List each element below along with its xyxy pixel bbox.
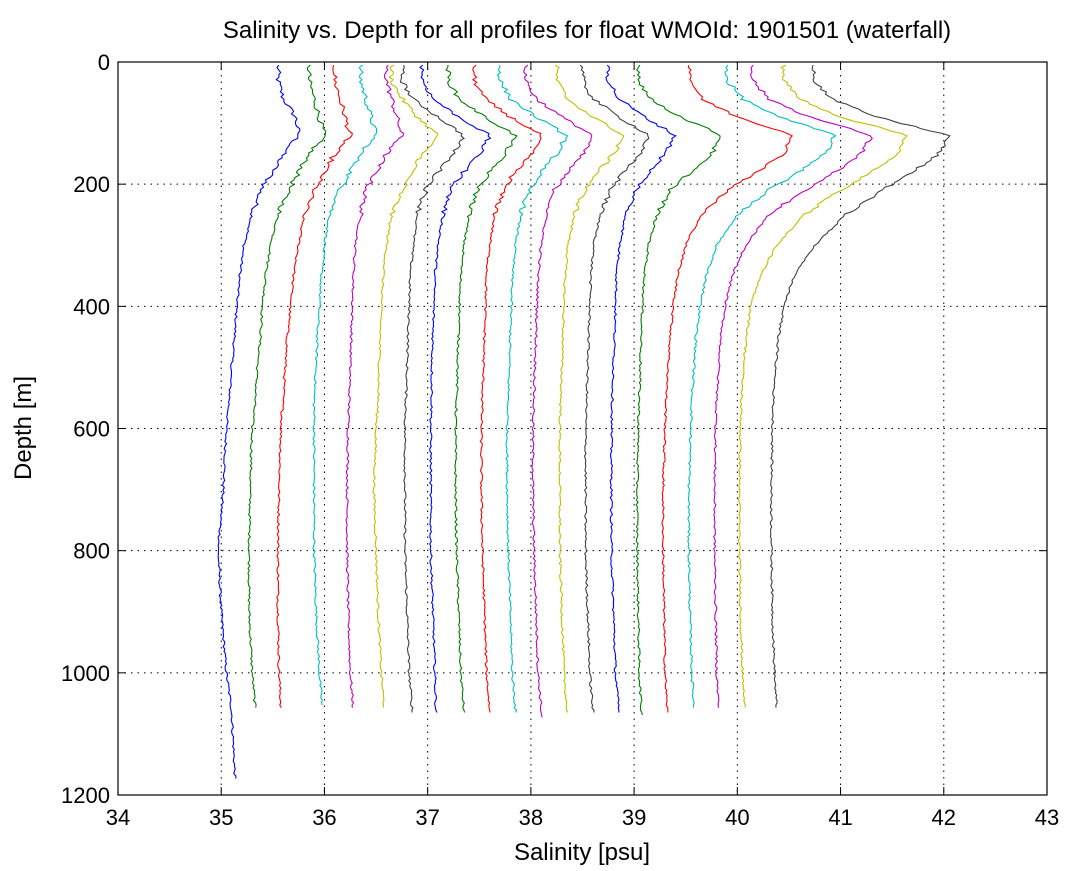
x-tick-label: 34 <box>106 805 130 830</box>
x-tick-label: 41 <box>828 805 852 830</box>
y-tick-label: 400 <box>73 294 110 319</box>
x-tick-label: 36 <box>312 805 336 830</box>
y-tick-label: 0 <box>98 50 110 75</box>
x-tick-label: 37 <box>415 805 439 830</box>
x-tick-label: 38 <box>519 805 543 830</box>
salinity-profile-line <box>372 64 439 708</box>
axis-ticks: 34 35 36 37 38 39 40 41 42 43 0 200 400 600 800 1000 120… <box>61 50 1059 830</box>
x-tick-label: 35 <box>209 805 233 830</box>
y-tick-label: 600 <box>73 417 110 442</box>
salinity-profile-line <box>445 65 518 713</box>
salinity-profile-line <box>554 64 625 713</box>
salinity-profile-line <box>247 64 327 708</box>
y-tick-label: 800 <box>73 539 110 564</box>
x-tick-label: 42 <box>932 805 956 830</box>
salinity-profile-line <box>276 64 353 708</box>
salinity-profile-line <box>769 64 951 708</box>
salinity-profile-line <box>605 64 677 713</box>
salinity-profile-line <box>737 64 908 708</box>
salinity-profile-line <box>399 64 465 713</box>
y-tick-label: 200 <box>73 172 110 197</box>
salinity-profile-line <box>579 64 650 713</box>
salinity-profile-line <box>471 64 542 713</box>
x-tick-label: 40 <box>725 805 749 830</box>
salinity-profile-line <box>217 64 301 779</box>
chart-title: Salinity vs. Depth for all profiles for … <box>223 17 951 44</box>
salinity-profile-line <box>345 64 405 708</box>
grid-lines <box>118 62 1047 795</box>
x-tick-label: 39 <box>622 805 646 830</box>
profile-lines <box>217 64 951 779</box>
salinity-profile-line <box>687 64 837 708</box>
x-axis-label: Salinity [psu] <box>514 839 650 866</box>
y-axis-label: Depth [m] <box>10 376 37 480</box>
y-tick-label: 1000 <box>61 661 110 686</box>
x-tick-label: 43 <box>1035 805 1059 830</box>
salinity-profile-line <box>496 65 569 713</box>
y-tick-label: 1200 <box>61 783 110 808</box>
salinity-profile-line <box>635 64 721 716</box>
salinity-profile-line <box>523 64 593 718</box>
salinity-profile-line <box>312 64 378 706</box>
salinity-profile-line <box>419 64 492 713</box>
salinity-profile-line <box>661 65 794 713</box>
salinity-profile-line <box>712 64 873 708</box>
plot-frame <box>117 61 1048 796</box>
